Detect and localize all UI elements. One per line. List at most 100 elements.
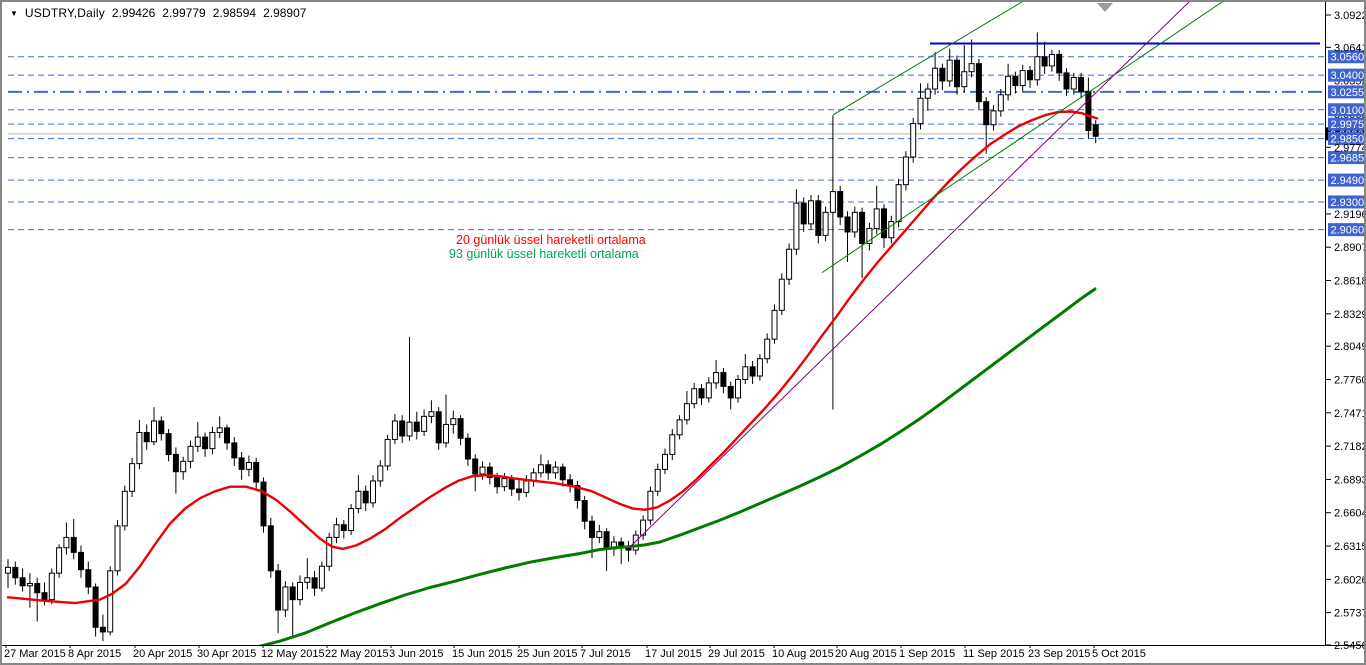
candles xyxy=(5,32,1099,642)
price-tick-label: 2.57370 xyxy=(1334,608,1366,620)
candle-up xyxy=(1019,70,1026,87)
candle-down xyxy=(494,476,501,488)
candle-up xyxy=(691,388,698,405)
candle-up xyxy=(946,59,953,82)
level-price-label: 3.05600 xyxy=(1331,52,1366,64)
date-label: 17 Jul 2015 xyxy=(645,648,702,660)
candle-up xyxy=(333,524,340,538)
low-value: 2.98594 xyxy=(212,6,257,20)
candle-up xyxy=(932,67,939,90)
candle-up xyxy=(348,508,355,531)
level-price-label: 3.01000 xyxy=(1331,105,1366,117)
candle-up xyxy=(888,221,895,239)
candle-down xyxy=(545,464,552,474)
candle-up xyxy=(180,460,187,473)
candle-down xyxy=(727,385,734,399)
price-axis[interactable]: 3.035253.006352.989073.056003.040003.025… xyxy=(1325,10,1366,652)
candle-up xyxy=(318,565,325,589)
level-price-label: 2.98500 xyxy=(1331,134,1366,146)
candle-up xyxy=(245,461,252,470)
price-tick-label: 2.91965 xyxy=(1334,209,1366,221)
candle-down xyxy=(457,418,464,439)
candle-up xyxy=(523,480,530,493)
candle-down xyxy=(143,432,150,443)
candle-up xyxy=(924,88,931,99)
level-price-box xyxy=(1328,117,1364,131)
green-channel-lower[interactable] xyxy=(821,0,1226,274)
candle-down xyxy=(340,524,347,531)
candle-up xyxy=(822,211,829,236)
candle-up xyxy=(968,63,975,73)
purple-uptrend-line[interactable] xyxy=(629,0,1192,548)
candle-up xyxy=(377,465,384,482)
candle-down xyxy=(253,461,260,483)
date-label: 20 Apr 2015 xyxy=(133,648,192,660)
candle-up xyxy=(63,536,70,549)
candle-up xyxy=(705,382,712,399)
candle-down xyxy=(939,67,946,82)
candle-up xyxy=(902,156,909,186)
date-label: 3 Jun 2015 xyxy=(389,648,443,660)
date-label: 27 Mar 2015 xyxy=(4,648,66,660)
ema20-line[interactable] xyxy=(6,110,1099,605)
object-marker-triangle-icon[interactable] xyxy=(1097,3,1113,12)
candle-up xyxy=(669,434,676,455)
candle-up xyxy=(370,480,376,504)
date-label: 25 Jun 2015 xyxy=(517,648,578,660)
candle-down xyxy=(12,566,19,579)
candle-up xyxy=(1048,53,1055,67)
candle-up xyxy=(384,438,391,467)
candle-down xyxy=(464,437,471,460)
candle-up xyxy=(107,570,114,633)
time-axis[interactable]: 27 Mar 2015 8 Apr 2015 20 Apr 2015 30 Apr 2… xyxy=(4,645,1146,660)
candle-down xyxy=(472,458,479,475)
candle-up xyxy=(129,463,136,492)
candle-down xyxy=(559,466,566,481)
candle-down xyxy=(78,551,84,571)
candle-down xyxy=(844,216,851,233)
level-price-label: 2.90600 xyxy=(1331,225,1366,237)
candle-down xyxy=(231,442,238,459)
candle-up xyxy=(406,421,413,437)
candle-down xyxy=(85,569,92,588)
candle-up xyxy=(873,208,880,229)
symbol-dropdown-icon[interactable]: ▼ xyxy=(10,8,18,18)
candle-up xyxy=(654,468,661,492)
level-price-label: 3.04000 xyxy=(1331,70,1366,82)
candle-down xyxy=(1078,76,1085,92)
date-label: 20 Aug 2015 xyxy=(835,648,897,660)
level-price-label: 2.99750 xyxy=(1331,119,1366,131)
candle-up xyxy=(187,445,194,462)
candle-down xyxy=(749,366,756,377)
candle-up xyxy=(151,420,157,443)
symbol-period-label: USDTRY,Daily xyxy=(24,6,105,20)
candle-up xyxy=(297,581,303,601)
price-tick-label: 2.89075 xyxy=(1334,242,1366,254)
level-price-box xyxy=(1328,173,1364,187)
price-tick-label: 2.77600 xyxy=(1334,374,1366,386)
candle-down xyxy=(70,536,77,553)
level-price-box xyxy=(1328,151,1364,165)
candle-up xyxy=(851,211,858,233)
candle-down xyxy=(165,433,172,455)
candle-down xyxy=(954,59,960,88)
ema93-line[interactable] xyxy=(228,287,1097,652)
date-label: 5 Oct 2015 xyxy=(1092,648,1146,660)
candle-down xyxy=(1092,124,1099,137)
candle-down xyxy=(881,208,887,239)
ema20-annotation: 20 günlük üssel hareketli ortalama xyxy=(456,233,646,247)
candle-up xyxy=(676,419,683,436)
candle-up xyxy=(735,378,741,399)
date-label: 23 Sep 2015 xyxy=(1028,648,1090,660)
candle-up xyxy=(216,427,223,434)
level-price-label: 2.96850 xyxy=(1331,153,1366,165)
candle-down xyxy=(41,592,48,601)
candle-up xyxy=(450,418,457,425)
high-value: 2.99779 xyxy=(162,6,206,20)
candle-down xyxy=(581,500,588,522)
price-tick-label: 3.09220 xyxy=(1334,10,1366,22)
green-channel-upper[interactable] xyxy=(832,0,1026,116)
